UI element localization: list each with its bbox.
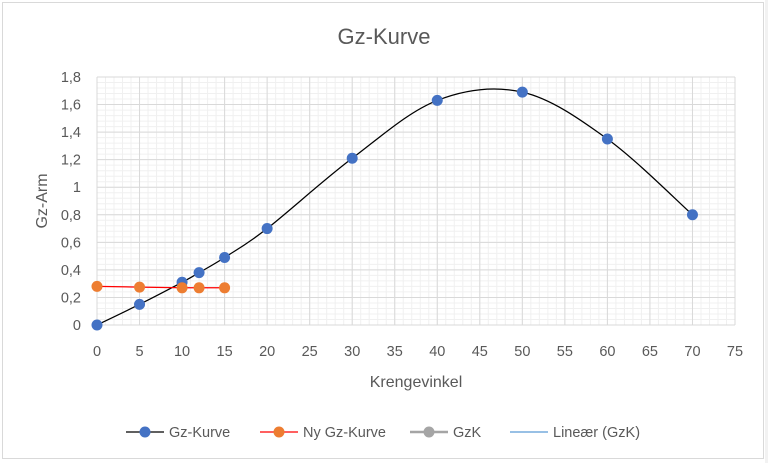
data-point-marker[interactable] xyxy=(219,251,231,263)
data-point-marker[interactable] xyxy=(193,267,205,279)
x-tick-label: 10 xyxy=(174,344,190,360)
legend-label: Gz-Kurve xyxy=(169,425,230,441)
legend-label: Lineær (GzK) xyxy=(553,425,640,441)
y-axis-title: Gz-Arm xyxy=(34,173,51,228)
y-tick-label: 1,8 xyxy=(61,70,81,86)
legend-item[interactable]: Lineær (GzK) xyxy=(510,425,640,441)
x-tick-label: 35 xyxy=(387,344,403,360)
y-tick-label: 1,2 xyxy=(61,153,81,169)
x-axis-title: Krengevinkel xyxy=(370,374,463,391)
y-tick-label: 0 xyxy=(73,318,81,334)
x-tick-label: 65 xyxy=(642,344,658,360)
x-tick-label: 50 xyxy=(514,344,530,360)
data-point-marker[interactable] xyxy=(686,209,698,221)
x-tick-label: 70 xyxy=(684,344,700,360)
chart-legend[interactable]: Gz-Kurve Ny Gz-Kurve GzK Lineær (GzK) xyxy=(126,425,640,441)
x-tick-label: 55 xyxy=(557,344,573,360)
y-tick-label: 1 xyxy=(73,180,81,196)
data-point-marker[interactable] xyxy=(431,94,443,106)
y-tick-label: 0,8 xyxy=(61,208,81,224)
x-tick-label: 5 xyxy=(135,344,143,360)
x-tick-label: 60 xyxy=(599,344,615,360)
y-axis-tick-labels: 0 0,2 0,4 0,6 0,8 1 1,2 1,4 1,6 1,8 xyxy=(61,70,81,334)
data-point-marker[interactable] xyxy=(516,86,528,98)
chart-container[interactable] xyxy=(2,2,764,459)
x-tick-label: 0 xyxy=(93,344,101,360)
data-point-marker[interactable] xyxy=(134,298,146,310)
legend-marker-icon xyxy=(273,426,285,438)
legend-label: GzK xyxy=(453,425,482,441)
data-point-marker[interactable] xyxy=(134,281,146,293)
x-tick-label: 20 xyxy=(259,344,275,360)
x-tick-label: 45 xyxy=(472,344,488,360)
data-point-marker[interactable] xyxy=(91,280,103,292)
x-tick-label: 25 xyxy=(302,344,318,360)
y-tick-label: 1,4 xyxy=(61,125,81,141)
chart-title: Gz-Kurve xyxy=(338,24,431,49)
data-point-marker[interactable] xyxy=(601,133,613,145)
data-point-marker[interactable] xyxy=(193,282,205,294)
x-tick-label: 75 xyxy=(727,344,743,360)
data-point-marker[interactable] xyxy=(261,223,273,235)
x-axis-tick-labels: 0 5 10 15 20 25 30 35 40 45 50 55 60 65 70 75 xyxy=(93,344,743,360)
data-point-marker[interactable] xyxy=(176,282,188,294)
legend-item[interactable]: Gz-Kurve xyxy=(126,425,230,441)
y-tick-label: 1,6 xyxy=(61,98,81,114)
legend-marker-icon xyxy=(139,426,151,438)
legend-label: Ny Gz-Kurve xyxy=(303,425,386,441)
y-tick-label: 0,6 xyxy=(61,235,81,251)
data-point-marker[interactable] xyxy=(91,319,103,331)
data-point-marker[interactable] xyxy=(219,282,231,294)
x-tick-label: 30 xyxy=(344,344,360,360)
data-point-marker[interactable] xyxy=(346,152,358,164)
legend-marker-icon xyxy=(423,426,435,438)
legend-item[interactable]: GzK xyxy=(410,425,482,441)
legend-item[interactable]: Ny Gz-Kurve xyxy=(260,425,386,441)
x-tick-label: 15 xyxy=(217,344,233,360)
y-tick-label: 0,2 xyxy=(61,290,81,306)
x-tick-label: 40 xyxy=(429,344,445,360)
spreadsheet-grid-strip xyxy=(765,0,768,463)
plot-series[interactable] xyxy=(91,86,698,331)
y-tick-label: 0,4 xyxy=(61,263,81,279)
